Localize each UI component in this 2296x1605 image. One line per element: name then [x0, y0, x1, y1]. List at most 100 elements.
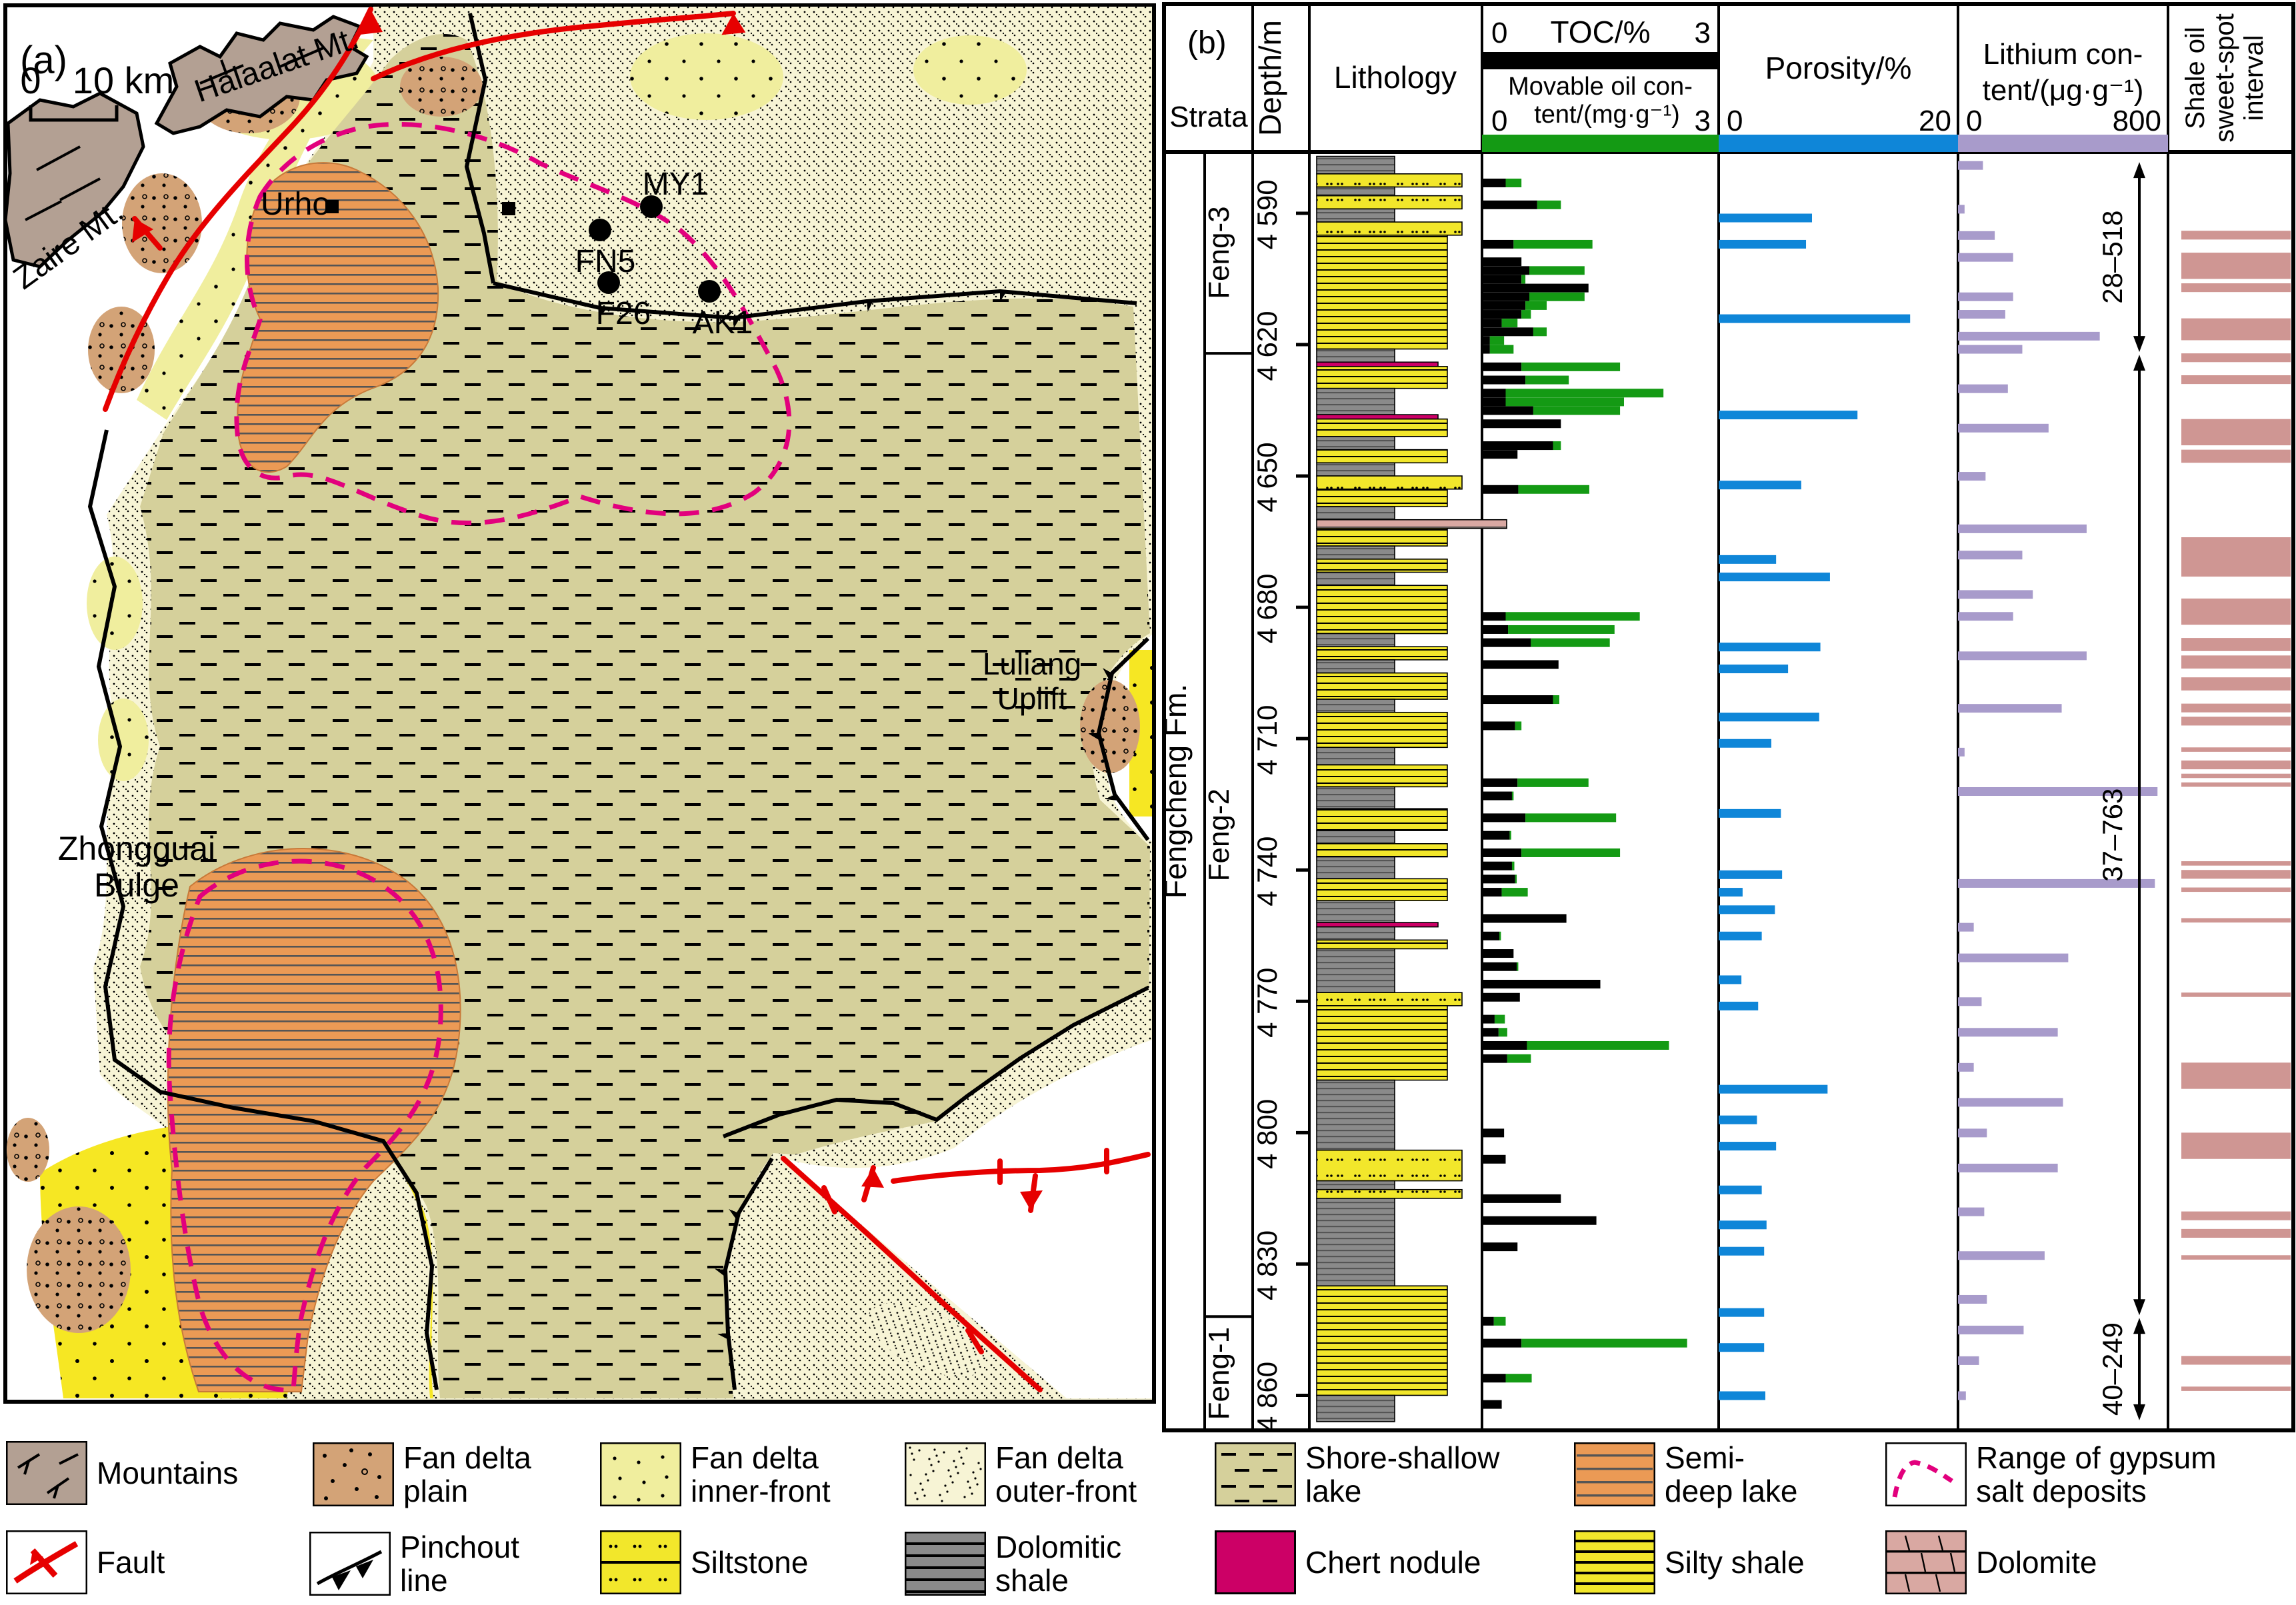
porosity-bar: [1719, 1343, 1765, 1352]
sweet-spot-band: [2181, 1062, 2291, 1089]
legend-label-siltstone: Siltstone: [691, 1545, 809, 1580]
lith-layer-dol: [1316, 348, 1395, 363]
oil-bar: [1529, 292, 1585, 301]
depth-header: Depth/m: [1253, 20, 1287, 136]
well-f26-label: F26: [596, 296, 651, 331]
oil-header-1: Movable oil con-: [1508, 73, 1693, 101]
toc-bar: [1482, 778, 1518, 787]
lithium-bar: [1958, 704, 2062, 713]
lith-layer-dol: [1316, 830, 1395, 844]
porosity-bar: [1719, 888, 1743, 897]
toc-bar: [1482, 949, 1514, 958]
depth-tick-label: 4 710: [1251, 705, 1283, 775]
lithology-header: Lithology: [1334, 60, 1457, 95]
porosity-max: 20: [1919, 105, 1951, 137]
oil-bar: [1533, 406, 1621, 415]
sweet-spot-band: [2181, 283, 2291, 293]
legend-item-chert: Chert nodule: [1215, 1530, 1481, 1594]
oil-bar: [1553, 695, 1559, 705]
lithium-bar: [1958, 747, 1965, 757]
porosity-bar: [1719, 1142, 1777, 1151]
fault-se-tick1: [821, 1185, 837, 1214]
lith-layer-dol: [1316, 462, 1395, 477]
panel-a-label: (a): [20, 39, 67, 82]
lithium-bar: [1958, 651, 2087, 661]
oil-bar: [1507, 1054, 1531, 1063]
toc-bar: [1482, 992, 1520, 1002]
toc-bar: [1482, 861, 1512, 870]
lith-layer-dol: [1316, 659, 1395, 674]
oil-bar: [1505, 397, 1624, 407]
oil-bar: [1525, 813, 1617, 822]
lith-layer-shale: [1316, 878, 1448, 902]
porosity-bar: [1719, 975, 1742, 984]
toc-bar: [1482, 660, 1559, 669]
lithium-bar: [1958, 997, 1982, 1006]
lithium-scale-bar: [1958, 135, 2168, 152]
porosity-bar: [1719, 905, 1775, 914]
toc-bar: [1482, 625, 1509, 634]
lith-layer-dol: [1316, 387, 1395, 415]
lithium-bar: [1958, 1207, 1985, 1216]
sweet-spot-band: [2181, 992, 2291, 997]
toc-min: 0: [1491, 17, 1507, 49]
lithium-bar: [1958, 384, 2008, 393]
toc-bar: [1482, 830, 1510, 840]
lithium-bar: [1958, 878, 2155, 888]
lithium-bar: [1958, 922, 1974, 932]
oil-bar: [1521, 848, 1621, 857]
luliang-label-1: Luliang: [983, 647, 1081, 681]
legend-label-semideep: Semi- deep lake: [1665, 1440, 1798, 1508]
sweet-spot-band: [2181, 703, 2291, 713]
fan-delta-plain-nw1: [122, 173, 202, 273]
sweet-spot-band: [2181, 231, 2291, 240]
lith-layer-shale: [1316, 418, 1448, 437]
legend-label-silty_shale: Silty shale: [1665, 1545, 1805, 1580]
range-label: 40–249: [2097, 1322, 2128, 1416]
town-marker: [502, 202, 515, 215]
legend-item-shore: Shore-shallow lake: [1215, 1441, 1499, 1508]
legend-item-fan_outer: Fan delta outer-front: [905, 1441, 1137, 1508]
oil-bar: [1493, 1316, 1506, 1326]
toc-bar: [1482, 257, 1522, 267]
depth-tick-label: 4 620: [1251, 311, 1283, 381]
legend-label-shore: Shore-shallow lake: [1305, 1440, 1500, 1508]
toc-bar: [1482, 1028, 1499, 1037]
porosity-bar: [1719, 931, 1762, 940]
lith-layer-dol: [1316, 633, 1395, 648]
lith-layer-shale: [1316, 843, 1448, 858]
lith-layer-silt: [1316, 1188, 1463, 1199]
oil-bar: [1553, 441, 1561, 451]
sweet-spot-band: [2181, 861, 2291, 866]
lith-layer-silt: [1316, 992, 1463, 1006]
lithium-bar: [1958, 161, 1983, 170]
well-ak1-marker: [698, 280, 721, 303]
legend-item-pinchout: Pinchout line: [309, 1530, 519, 1597]
scale-ten-km: 10 km: [73, 59, 175, 101]
sweet-spot-band: [2181, 318, 2291, 341]
oil-bar: [1521, 362, 1621, 371]
fan-delta-inner-front-w1: [87, 557, 143, 650]
lithium-header-2: tent/(μg·g⁻¹): [1983, 74, 2144, 107]
lith-layer-dol: [1316, 436, 1395, 451]
toc-bar: [1482, 848, 1522, 857]
sweet-spot-band: [2181, 782, 2291, 787]
pinchout-line-east-top: [493, 281, 1137, 318]
legend-label-dolomite: Dolomite: [1976, 1545, 2097, 1580]
lith-layer-shale: [1316, 528, 1448, 547]
geologic-map-panel: 0 10 km (a) Halaalat Mt. Zaire Mt. Urho …: [3, 3, 1156, 1404]
lithium-bar: [1958, 331, 2100, 341]
lithium-header-1: Lithium con-: [1983, 38, 2143, 71]
toc-scale-bar: [1482, 52, 1719, 69]
sweet-spot-band: [2181, 1228, 2291, 1238]
toc-bar: [1482, 266, 1529, 275]
fan-delta-outer-front-lens: [868, 1302, 985, 1377]
toc-bar: [1482, 612, 1506, 621]
porosity-bar: [1719, 643, 1821, 652]
depth-tick-label: 4 800: [1251, 1099, 1283, 1169]
lith-layer-silt: [1316, 1149, 1463, 1182]
oil-bar: [1521, 310, 1531, 319]
toc-bar: [1482, 406, 1533, 415]
legend-label-fault: Fault: [97, 1545, 165, 1580]
legend-swatch-dolomite: [1885, 1530, 1967, 1594]
